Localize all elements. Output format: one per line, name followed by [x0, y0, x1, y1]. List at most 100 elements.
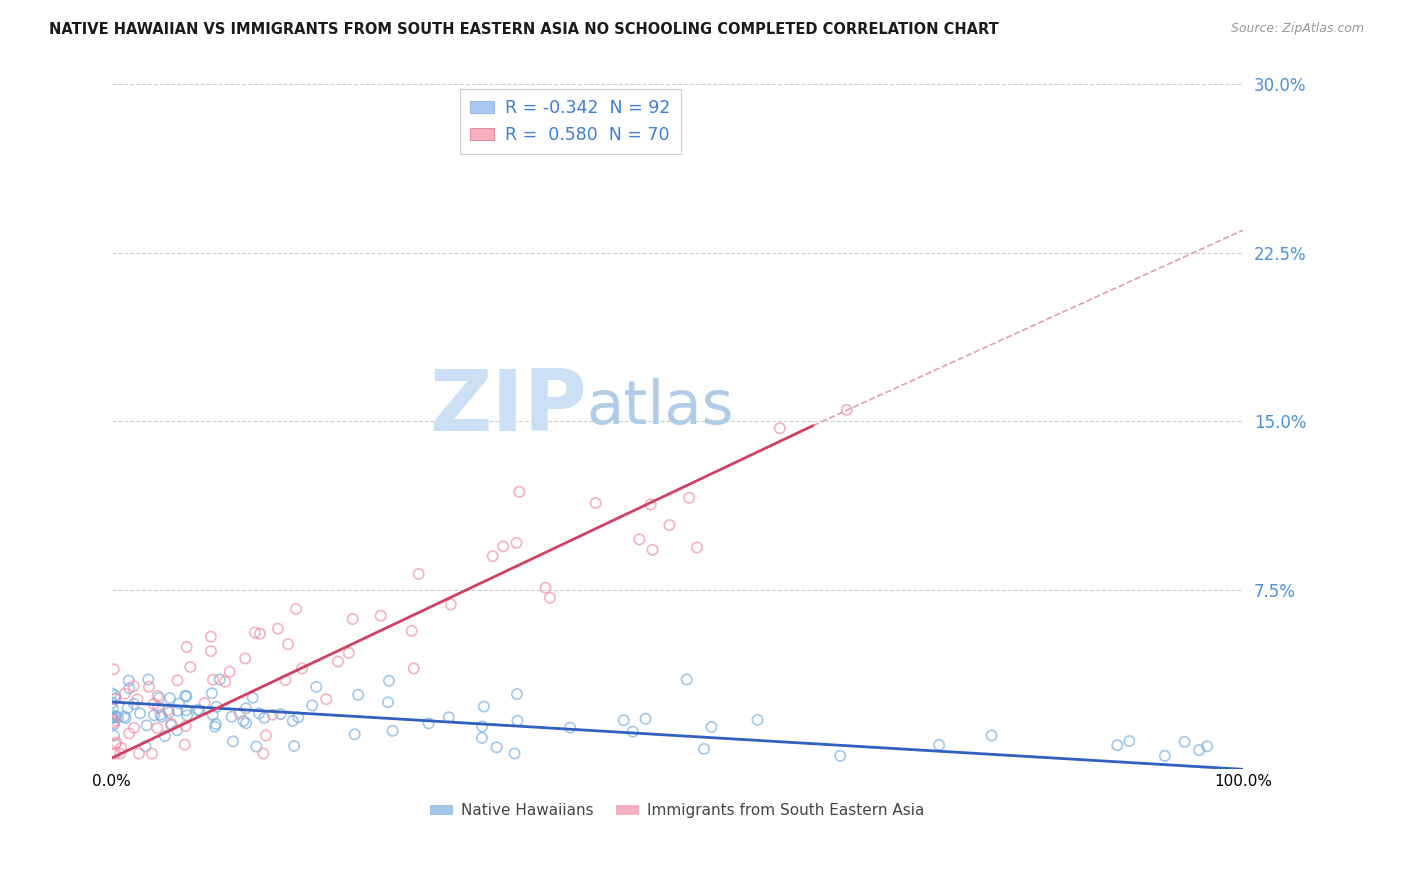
Point: [104, 689, 127, 703]
Point: [235, 701, 257, 715]
Point: [700, 720, 723, 734]
Point: [472, 699, 495, 714]
Point: [108, 747, 131, 761]
Point: [402, 661, 425, 675]
Point: [214, 674, 236, 689]
Point: [534, 581, 557, 595]
Point: [174, 719, 197, 733]
Point: [101, 696, 124, 710]
Point: [150, 709, 173, 723]
Point: [326, 655, 349, 669]
Point: [118, 726, 141, 740]
Point: [253, 711, 276, 725]
Point: [104, 709, 127, 723]
Point: [628, 533, 651, 547]
Point: [103, 714, 125, 728]
Point: [176, 690, 198, 704]
Point: [1118, 734, 1140, 748]
Point: [146, 721, 169, 735]
Point: [114, 687, 136, 701]
Point: [274, 673, 297, 687]
Point: [118, 681, 141, 696]
Point: [503, 747, 526, 761]
Point: [277, 637, 299, 651]
Point: [103, 717, 125, 731]
Point: [285, 602, 308, 616]
Point: [222, 734, 245, 748]
Point: [187, 703, 209, 717]
Point: [104, 691, 127, 706]
Point: [160, 718, 183, 732]
Point: [146, 689, 169, 703]
Point: [675, 673, 697, 687]
Point: [194, 696, 217, 710]
Point: [103, 715, 125, 730]
Point: [538, 591, 561, 605]
Point: [267, 622, 290, 636]
Point: [980, 729, 1002, 743]
Point: [221, 710, 243, 724]
Point: [114, 711, 136, 725]
Point: [167, 697, 190, 711]
Point: [233, 651, 256, 665]
Point: [235, 716, 257, 731]
Point: [136, 673, 159, 687]
Point: [107, 710, 129, 724]
Point: [101, 710, 124, 724]
Point: [179, 660, 201, 674]
Point: [176, 640, 198, 654]
Point: [166, 673, 188, 688]
Point: [127, 692, 149, 706]
Point: [613, 713, 636, 727]
Point: [440, 598, 463, 612]
Point: [104, 692, 127, 706]
Point: [205, 699, 228, 714]
Text: ZIP: ZIP: [429, 366, 586, 449]
Point: [122, 721, 145, 735]
Point: [100, 686, 122, 700]
Point: [1153, 748, 1175, 763]
Point: [283, 739, 305, 753]
Point: [634, 712, 657, 726]
Point: [305, 680, 328, 694]
Point: [218, 665, 240, 679]
Point: [243, 625, 266, 640]
Point: [245, 739, 267, 754]
Point: [270, 707, 292, 722]
Point: [686, 541, 709, 555]
Point: [110, 741, 132, 756]
Point: [1174, 735, 1197, 749]
Point: [505, 536, 527, 550]
Point: [176, 708, 198, 723]
Point: [485, 740, 508, 755]
Point: [381, 723, 404, 738]
Point: [149, 707, 172, 722]
Point: [201, 673, 224, 687]
Point: [835, 403, 858, 417]
Point: [1197, 739, 1219, 754]
Point: [301, 698, 323, 713]
Point: [315, 692, 337, 706]
Point: [104, 747, 127, 761]
Point: [928, 738, 950, 752]
Point: [201, 708, 224, 723]
Point: [1188, 743, 1211, 757]
Point: [343, 727, 366, 741]
Point: [142, 697, 165, 711]
Point: [101, 702, 124, 716]
Point: [281, 714, 304, 728]
Point: [135, 718, 157, 732]
Point: [247, 706, 270, 721]
Point: [254, 729, 277, 743]
Point: [134, 739, 156, 754]
Point: [242, 690, 264, 705]
Point: [492, 540, 515, 554]
Point: [560, 721, 582, 735]
Point: [249, 626, 271, 640]
Point: [200, 644, 222, 658]
Point: [342, 612, 364, 626]
Point: [105, 735, 128, 749]
Point: [122, 679, 145, 693]
Point: [156, 703, 179, 717]
Point: [205, 717, 228, 731]
